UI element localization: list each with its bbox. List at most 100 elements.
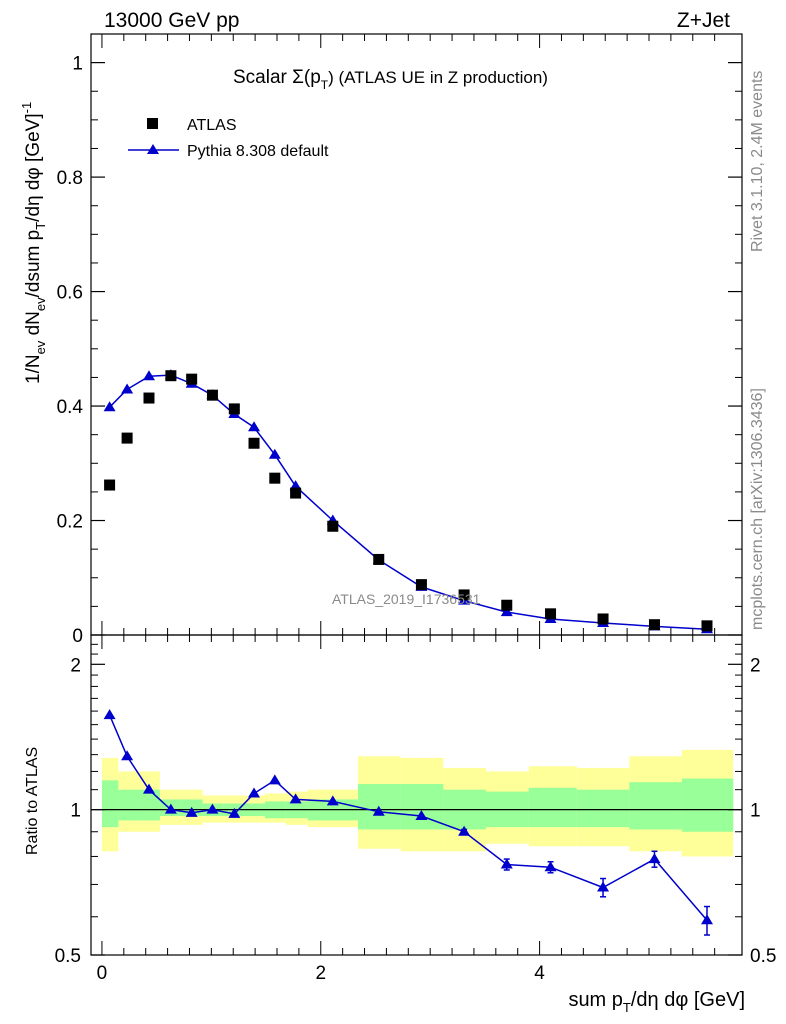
- atlas-point: [545, 608, 557, 620]
- ratio-y-tick-label: 1: [70, 801, 81, 822]
- ratio-point: [185, 806, 198, 817]
- pythia-point: [268, 448, 281, 459]
- ratio-point: [121, 750, 134, 761]
- ratio-y-tick-label: 2: [70, 655, 81, 676]
- atlas-point: [104, 479, 116, 491]
- x-axis-label: sum pT/dη dφ [GeV]: [568, 989, 745, 1015]
- ratio-y-tick-label: 0.5: [55, 946, 81, 967]
- main-y-tick-label: 1: [72, 54, 83, 75]
- main-y-tick-label: 0.2: [57, 512, 83, 533]
- ratio-point: [103, 709, 116, 720]
- x-tick-label: 2: [315, 963, 326, 984]
- atlas-point: [327, 520, 339, 532]
- main-y-axis: 0 0.2 0.4 0.6 0.8 1: [57, 54, 742, 647]
- pythia-point: [121, 383, 134, 394]
- chart-title-main: Scalar Σ(p: [233, 67, 321, 88]
- atlas-point: [165, 370, 177, 382]
- atlas-point: [186, 373, 198, 385]
- ylabel-part-3: ev: [33, 297, 48, 311]
- ratio-y-axis: 0.5 0.5 1 1 2 2: [55, 643, 776, 967]
- uncertainty-band-inner: [400, 784, 444, 830]
- uncertainty-band-inner: [528, 787, 577, 828]
- x-axis: 0 2 4: [97, 34, 716, 984]
- header-left: 13000 GeV pp: [104, 9, 239, 32]
- uncertainty-band-inner: [101, 780, 119, 828]
- main-y-tick-label: 0.8: [57, 168, 83, 189]
- pythia-point: [142, 370, 155, 381]
- atlas-point: [248, 437, 260, 449]
- ratio-frame: [90, 634, 743, 956]
- ratio-point: [228, 807, 241, 818]
- rivet-label: Rivet 3.1.10, 2.4M events: [749, 71, 766, 252]
- atlas-point: [206, 389, 218, 401]
- atlas-point: [458, 589, 470, 601]
- ylabel-part-0: 1/N: [23, 354, 44, 384]
- main-y-axis-label: 1/Nev dNev/dsum pT/dη dφ [GeV]-1: [19, 102, 48, 384]
- ratio-point: [268, 774, 281, 785]
- ratio-y-axis-label: Ratio to ATLAS: [24, 747, 41, 855]
- atlas-point: [648, 619, 660, 631]
- analysis-watermark: ATLAS_2019_I1736531: [332, 591, 481, 607]
- pythia-point: [248, 421, 261, 432]
- main-y-tick-label: 0.6: [57, 283, 83, 304]
- atlas-point: [373, 553, 385, 565]
- ylabel-part-5: T: [33, 222, 48, 230]
- ratio-point: [326, 795, 339, 806]
- main-y-tick-label: 0.4: [57, 397, 84, 418]
- ratio-point: [500, 858, 513, 869]
- main-plot-area: [103, 369, 713, 634]
- uncertainty-band-inner: [681, 778, 734, 832]
- legend-atlas-marker: [147, 118, 158, 129]
- atlas-point: [415, 579, 427, 591]
- ratio-point: [648, 853, 661, 864]
- header-right: Z+Jet: [677, 9, 730, 32]
- legend-atlas-label: ATLAS: [187, 117, 237, 134]
- ratio-point: [544, 861, 557, 872]
- chart-title: Scalar Σ(pT) (ATLAS UE in Z production): [233, 67, 548, 92]
- ratio-point: [164, 803, 177, 814]
- ratio-point: [700, 914, 713, 925]
- atlas-point: [597, 613, 609, 625]
- x-tick-label: 0: [97, 963, 108, 984]
- atlas-point: [121, 432, 133, 444]
- uncertainty-band-inner: [138, 789, 160, 821]
- ylabel-part-7: -1: [19, 102, 34, 114]
- mcplots-label: mcplots.cern.ch [arXiv:1306.3436]: [749, 388, 766, 630]
- pythia-point: [103, 401, 116, 412]
- ratio-point: [142, 783, 155, 794]
- legend: ATLAS Pythia 8.308 default: [128, 117, 329, 160]
- uncertainty-band-inner: [118, 789, 139, 821]
- xlabel-part-2: /dη dφ [GeV]: [631, 989, 745, 1011]
- pythia-point: [500, 606, 513, 617]
- main-panel: ATLAS_2019_I1736531 0 0.2 0.4 0.6 0.8 1 Scala…: [19, 33, 743, 647]
- atlas-point: [143, 392, 155, 404]
- ratio-point: [289, 793, 302, 804]
- ratio-point: [248, 787, 261, 798]
- xlabel-part-1: T: [623, 1000, 631, 1015]
- ylabel-part-2: dN: [23, 311, 44, 341]
- x-tick-label: 4: [534, 963, 545, 984]
- chart-title-sub: T: [321, 78, 329, 92]
- ratio-point: [206, 803, 219, 814]
- ratio-plot-area: [91, 709, 742, 936]
- ratio-y-tick-label-right: 1: [750, 801, 761, 822]
- main-y-tick-label: 0: [72, 626, 83, 647]
- ratio-point: [458, 825, 471, 836]
- ylabel-part-6: /dη dφ [GeV]: [23, 113, 44, 221]
- legend-pythia-marker: [147, 144, 159, 154]
- atlas-point: [701, 620, 713, 632]
- atlas-point: [269, 472, 281, 484]
- uncertainty-band-inner: [576, 789, 630, 828]
- ylabel-part-1: ev: [33, 340, 48, 354]
- chart-title-rest: ) (ATLAS UE in Z production): [328, 68, 548, 87]
- ratio-y-tick-label-right: 2: [750, 655, 761, 676]
- legend-pythia-label: Pythia 8.308 default: [187, 143, 329, 160]
- atlas-point: [228, 403, 240, 415]
- ratio-point: [597, 881, 610, 892]
- ratio-point: [415, 810, 428, 821]
- atlas-point: [501, 599, 513, 611]
- ylabel-part-4: /dsum p: [23, 230, 44, 298]
- atlas-point: [290, 487, 302, 499]
